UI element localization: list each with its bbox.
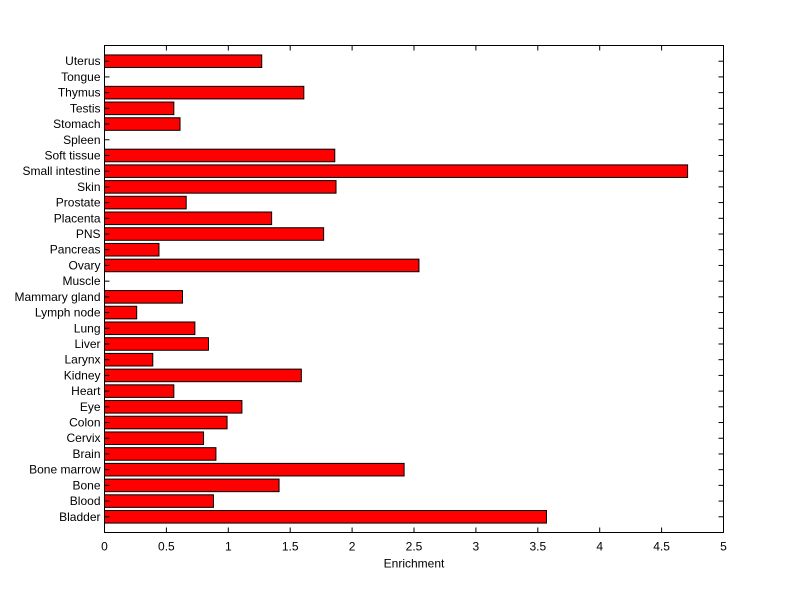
bar-testis xyxy=(104,101,175,116)
bar-prostate xyxy=(104,195,187,210)
bars-group xyxy=(104,54,689,524)
y-tick-label-testis: Testis xyxy=(70,101,101,115)
x-tick-label: 2 xyxy=(349,540,356,554)
bar-brain xyxy=(104,447,217,461)
x-tick-label: 4.5 xyxy=(653,540,670,554)
x-tick-label: 3.5 xyxy=(529,540,546,554)
bar-ovary xyxy=(104,258,420,273)
bar-larynx xyxy=(104,352,154,367)
ticks-group xyxy=(104,45,724,533)
y-tick-label-placenta: Placenta xyxy=(54,211,101,225)
bar-bone xyxy=(104,478,280,493)
x-tick-label: 0 xyxy=(101,540,108,554)
bar-heart xyxy=(104,384,175,398)
x-tick-label: 5 xyxy=(720,540,727,554)
y-tick-label-thymus: Thymus xyxy=(58,86,101,100)
bar-blood xyxy=(104,494,214,508)
x-tick-labels: 0 0.5 1 1.5 2 2.5 3 3.5 4 4.5 5 xyxy=(101,540,727,554)
bar-bone-marrow xyxy=(104,462,405,477)
y-tick-label-bladder: Bladder xyxy=(59,510,100,524)
y-tick-label-small-intestine: Small intestine xyxy=(22,164,100,178)
bar-placenta xyxy=(104,211,273,226)
x-tick-label: 4 xyxy=(596,540,603,554)
x-tick-label: 0.5 xyxy=(158,540,175,554)
y-tick-label-larynx: Larynx xyxy=(64,353,100,367)
y-tick-label-brain: Brain xyxy=(72,447,100,461)
bar-thymus xyxy=(104,85,305,100)
bar-skin xyxy=(104,180,337,194)
bar-mammary-gland xyxy=(104,290,183,304)
x-tick-label: 3 xyxy=(473,540,480,554)
y-tick-label-kidney: Kidney xyxy=(64,368,101,382)
y-tick-label-lymph-node: Lymph node xyxy=(35,306,101,320)
y-tick-label-stomach: Stomach xyxy=(53,117,100,131)
y-tick-label-tongue: Tongue xyxy=(61,70,101,84)
x-axis-title: Enrichment xyxy=(384,557,445,571)
x-tick-label: 1.5 xyxy=(282,540,299,554)
y-tick-label-liver: Liver xyxy=(74,337,100,351)
bar-pancreas xyxy=(104,242,160,257)
y-tick-label-eye: Eye xyxy=(80,400,101,414)
y-tick-label-cervix: Cervix xyxy=(66,431,100,445)
x-tick-label: 1 xyxy=(225,540,232,554)
bar-stomach xyxy=(104,117,181,131)
y-tick-label-spleen: Spleen xyxy=(63,133,100,147)
y-tick-label-heart: Heart xyxy=(71,384,101,398)
y-tick-label-ovary: Ovary xyxy=(68,258,100,272)
y-tick-label-colon: Colon xyxy=(69,416,100,430)
bar-pns xyxy=(104,227,325,241)
bar-bladder xyxy=(104,510,547,524)
y-tick-label-pns: PNS xyxy=(76,227,101,241)
y-tick-label-prostate: Prostate xyxy=(56,196,101,210)
x-tick-label: 2.5 xyxy=(406,540,423,554)
y-tick-label-uterus: Uterus xyxy=(65,54,100,68)
y-tick-label-soft-tissue: Soft tissue xyxy=(44,148,100,162)
bar-eye xyxy=(104,400,243,414)
y-tick-label-bone-marrow: Bone marrow xyxy=(29,463,101,477)
bar-uterus xyxy=(104,54,263,68)
y-tick-label-skin: Skin xyxy=(77,180,100,194)
y-tick-label-muscle: Muscle xyxy=(62,274,100,288)
y-tick-label-pancreas: Pancreas xyxy=(50,243,101,257)
bar-small-intestine xyxy=(104,164,689,178)
bar-colon xyxy=(104,415,228,430)
bar-cervix xyxy=(104,431,205,446)
bar-liver xyxy=(104,337,209,351)
y-tick-label-mammary-gland: Mammary gland xyxy=(14,290,100,304)
bar-lung xyxy=(104,321,196,336)
y-tick-label-blood: Blood xyxy=(70,494,101,508)
bar-kidney xyxy=(104,368,302,383)
y-tick-label-bone: Bone xyxy=(72,478,100,492)
bar-soft-tissue xyxy=(104,148,336,163)
y-tick-label-lung: Lung xyxy=(74,321,101,335)
